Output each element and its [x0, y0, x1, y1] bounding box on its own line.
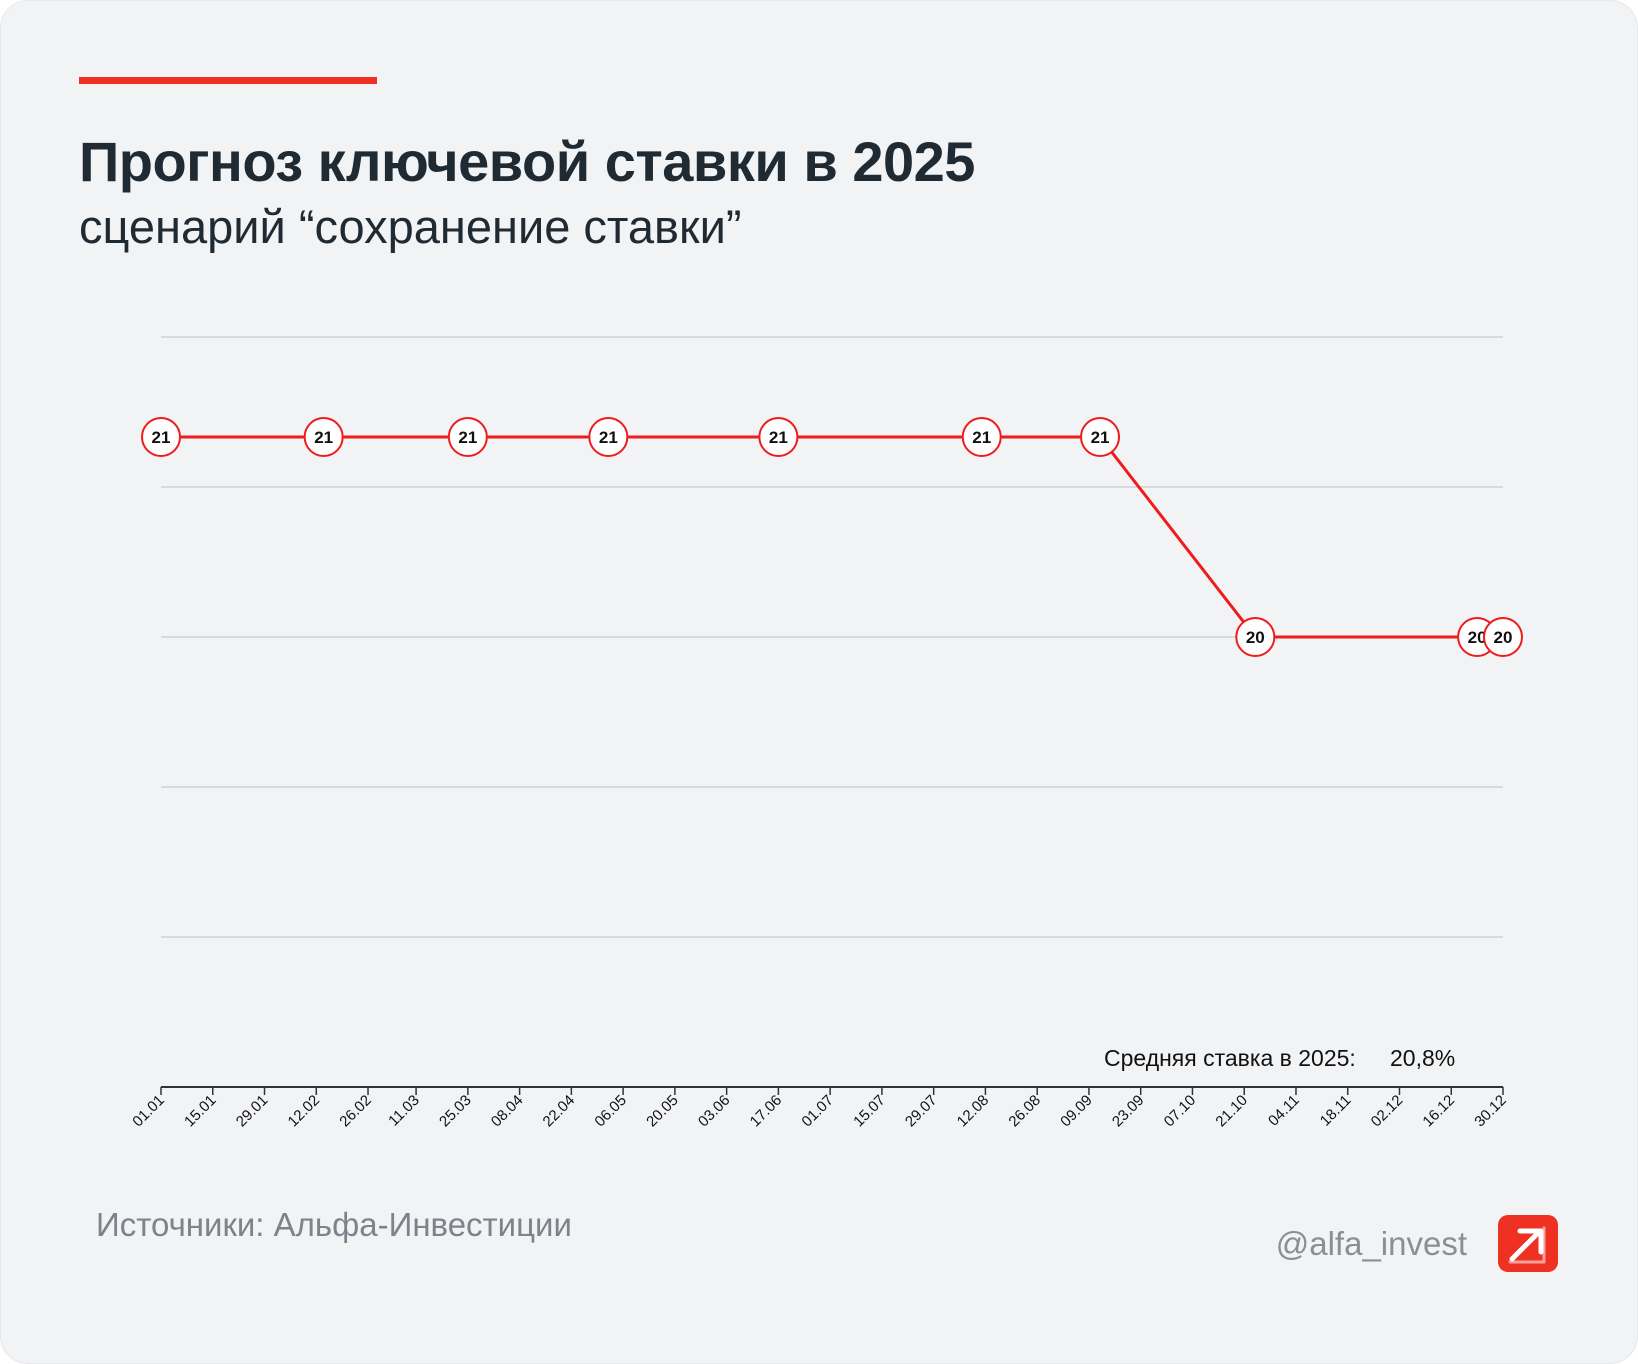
social-handle[interactable]: @alfa_invest [1275, 1225, 1467, 1262]
data-point-marker [758, 417, 799, 457]
data-point-marker [588, 417, 629, 457]
rate-series: 21 21 21 21 21 21 21 20 20 20 [141, 417, 1523, 657]
x-tick-label: 17.06 [747, 1092, 786, 1131]
source-note: Источники: Альфа-Инвестиции [96, 1206, 572, 1243]
average-rate-value: 20,8% [1390, 1045, 1455, 1071]
x-tick-label: 07.10 [1161, 1092, 1200, 1131]
data-point-label: 21 [152, 428, 171, 447]
x-tick-label: 09.09 [1057, 1092, 1096, 1131]
rate-chart: 01.01 15.01 29.01 12.02 26.02 11.03 25.03 08.04… [129, 336, 1523, 1130]
x-tick-label: 22.04 [540, 1092, 579, 1131]
data-point-label: 20 [1494, 628, 1513, 647]
data-point-marker [447, 417, 488, 457]
data-point-label: 21 [1091, 428, 1110, 447]
x-tick-label: 06.05 [591, 1092, 630, 1131]
x-tick-label: 04.11 [1265, 1092, 1303, 1130]
data-point-label: 21 [458, 428, 477, 447]
x-tick-label: 08.04 [488, 1092, 527, 1131]
arrow-up-right-icon [1508, 1226, 1546, 1264]
data-point-label: 20 [1468, 628, 1487, 647]
x-tick-label: 11.03 [385, 1092, 423, 1130]
data-point-marker [1080, 417, 1121, 457]
data-point-label: 21 [972, 428, 991, 447]
data-point: 21 [588, 417, 629, 457]
x-tick-label: 26.08 [1005, 1092, 1044, 1131]
x-axis-ticks: 01.01 15.01 29.01 12.02 26.02 11.03 25.03 08.04… [129, 1087, 1510, 1130]
x-tick-label: 12.08 [954, 1092, 993, 1131]
data-point: 21 [758, 417, 799, 457]
x-tick-label: 16.12 [1420, 1092, 1459, 1131]
x-tick-label: 21.10 [1212, 1092, 1251, 1131]
x-tick-label: 18.11 [1317, 1092, 1355, 1130]
data-point: 20 [1483, 617, 1523, 657]
x-tick-label: 03.06 [695, 1092, 734, 1131]
data-point-marker [961, 417, 1002, 457]
data-point: 21 [303, 417, 344, 457]
chart-title: Прогноз ключевой ставки в 2025 [79, 130, 975, 193]
data-point-marker [1483, 617, 1523, 657]
data-point: 21 [141, 417, 181, 457]
x-tick-label: 23.09 [1109, 1092, 1148, 1131]
data-point-marker [141, 417, 181, 457]
data-point: 21 [961, 417, 1002, 457]
data-point-label: 21 [314, 428, 333, 447]
chart-subtitle: сценарий “сохранение ставки” [79, 200, 742, 253]
x-tick-label: 26.02 [336, 1092, 375, 1131]
data-point-marker [303, 417, 344, 457]
data-point-label: 21 [769, 428, 788, 447]
x-tick-label: 20.05 [643, 1092, 682, 1131]
rate-line [161, 435, 1503, 639]
x-tick-label: 25.03 [436, 1092, 475, 1131]
data-point: 21 [447, 417, 488, 457]
x-tick-label: 29.07 [902, 1092, 941, 1131]
x-tick-label: 12.02 [285, 1092, 324, 1131]
x-tick-label: 15.01 [181, 1092, 220, 1131]
x-tick-label: 29.01 [233, 1092, 272, 1131]
average-rate-label: Средняя ставка в 2025: [1104, 1045, 1356, 1071]
data-point: 20 [1235, 617, 1276, 657]
data-point-label: 21 [599, 428, 618, 447]
data-point-label: 20 [1246, 628, 1265, 647]
x-tick-label: 01.01 [129, 1092, 168, 1131]
accent-bar [79, 77, 377, 84]
alfa-logo[interactable] [1498, 1215, 1558, 1272]
x-tick-label: 15.07 [850, 1092, 889, 1131]
x-tick-label: 02.12 [1368, 1092, 1407, 1131]
x-tick-label: 01.07 [798, 1092, 837, 1131]
x-tick-label: 30.12 [1471, 1092, 1510, 1131]
data-point-marker [1235, 617, 1276, 657]
data-point: 21 [1080, 417, 1121, 457]
